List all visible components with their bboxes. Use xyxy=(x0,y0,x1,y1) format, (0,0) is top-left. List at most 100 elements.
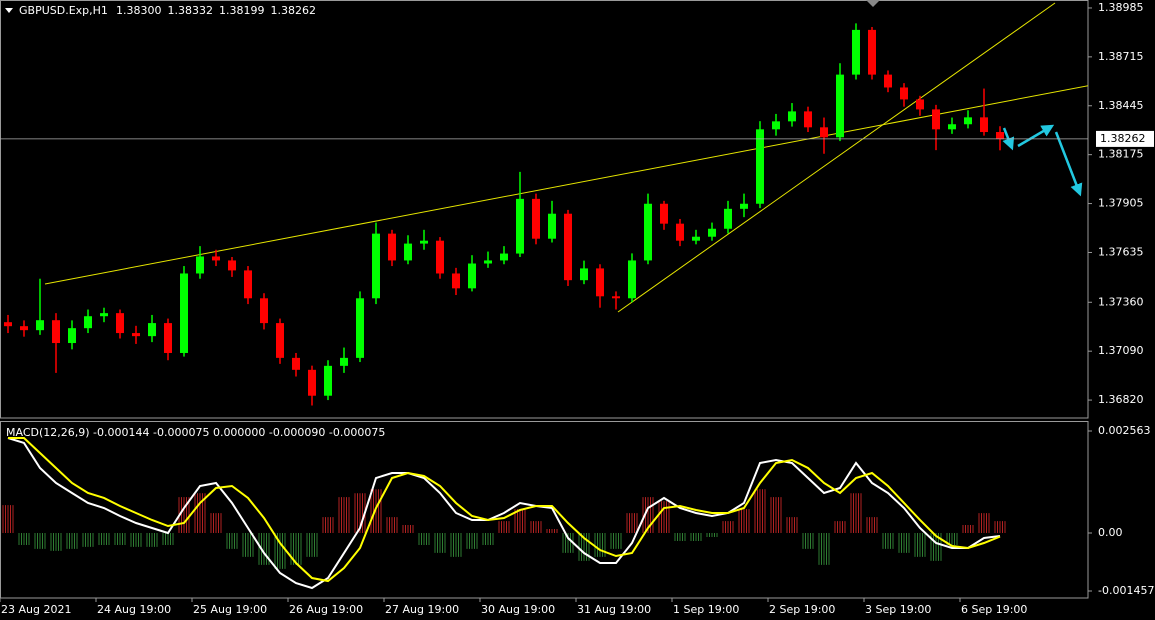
y-tick-label: 1.38715 xyxy=(1098,50,1144,63)
candle-body xyxy=(868,29,876,75)
candle-body xyxy=(884,74,892,88)
x-tick-label: 30 Aug 19:00 xyxy=(481,603,555,616)
candle-body xyxy=(244,270,252,299)
candle-body xyxy=(692,236,700,241)
ohlc-value: 1.38300 xyxy=(116,4,162,17)
candle-body xyxy=(836,74,844,138)
candle-body xyxy=(724,208,732,229)
macd-title: MACD(12,26,9) -0.000144 -0.000075 0.0000… xyxy=(6,426,385,439)
trendline xyxy=(617,2,1056,313)
signal-line xyxy=(8,437,1001,583)
candle-body xyxy=(420,240,428,244)
candle-body xyxy=(404,243,412,261)
candle-body xyxy=(852,29,860,75)
candle-body xyxy=(660,203,668,224)
candle-body xyxy=(436,240,444,274)
macd-pane-border xyxy=(0,421,1089,599)
candle-body xyxy=(148,323,156,337)
candle-body xyxy=(100,313,108,317)
candle-body xyxy=(84,316,92,329)
current-price-label: 1.38262 xyxy=(1100,132,1146,145)
x-tick-label: 27 Aug 19:00 xyxy=(385,603,459,616)
trendline xyxy=(44,85,1088,285)
y-tick-label: 1.38985 xyxy=(1098,1,1144,14)
x-tick-label: 6 Sep 19:00 xyxy=(961,603,1027,616)
arrows xyxy=(1002,124,1083,197)
y-tick-label: 1.37090 xyxy=(1098,344,1144,357)
x-tick-label: 3 Sep 19:00 xyxy=(865,603,931,616)
arrow xyxy=(1054,131,1083,197)
candle-body xyxy=(788,111,796,122)
candle-body xyxy=(356,298,364,358)
candle-body xyxy=(900,87,908,100)
candle-body xyxy=(964,117,972,125)
symbol: GBPUSD.Exp,H1 xyxy=(19,4,108,17)
candle-body xyxy=(932,109,940,130)
arrow xyxy=(1017,124,1055,148)
candle-body xyxy=(116,313,124,334)
main-pane-border xyxy=(0,0,1089,419)
candle-body xyxy=(756,129,764,204)
x-tick-label: 2 Sep 19:00 xyxy=(769,603,835,616)
candles xyxy=(4,23,1004,406)
candle-body xyxy=(532,198,540,239)
y-tick-label: -0.001457 xyxy=(1098,584,1154,597)
candle-body xyxy=(388,233,396,261)
candle-body xyxy=(372,233,380,299)
candle-body xyxy=(164,323,172,353)
candle-body xyxy=(916,99,924,110)
candle-body xyxy=(212,256,220,261)
trendlines xyxy=(44,2,1088,313)
candle-body xyxy=(820,127,828,138)
x-tick-label: 1 Sep 19:00 xyxy=(673,603,739,616)
candle-body xyxy=(500,253,508,261)
candle-body xyxy=(628,260,636,299)
candle-body xyxy=(308,369,316,396)
candle-body xyxy=(4,322,12,327)
candle-body xyxy=(276,323,284,358)
y-tick-label: 1.36820 xyxy=(1098,393,1144,406)
x-tick-label: 26 Aug 19:00 xyxy=(289,603,363,616)
candle-body xyxy=(804,111,812,128)
candle-body xyxy=(260,298,268,324)
candle-body xyxy=(36,320,44,331)
candle-body xyxy=(132,333,140,337)
candle-body xyxy=(452,273,460,289)
candle-body xyxy=(196,256,204,274)
y-tick-label: 0.00 xyxy=(1098,526,1123,539)
x-tick-label: 31 Aug 19:00 xyxy=(577,603,651,616)
candle-body xyxy=(580,268,588,281)
candle-body xyxy=(468,263,476,289)
candle-body xyxy=(996,132,1004,139)
y-tick-label: 1.37360 xyxy=(1098,295,1144,308)
candle-body xyxy=(772,121,780,130)
y-tick-label: 1.38175 xyxy=(1098,148,1144,161)
candle-body xyxy=(68,328,76,344)
candle-body xyxy=(676,223,684,241)
candle-body xyxy=(612,296,620,299)
candle-body xyxy=(980,117,988,133)
candle-body xyxy=(324,365,332,396)
ohlc-value: 1.38262 xyxy=(271,4,317,17)
candle-body xyxy=(180,273,188,353)
ohlc-value: 1.38199 xyxy=(219,4,265,17)
candle-body xyxy=(292,357,300,370)
candle-body xyxy=(340,357,348,366)
current-price-tag xyxy=(1096,130,1154,147)
candle-body xyxy=(596,268,604,297)
x-tick-label: 23 Aug 2021 xyxy=(1,603,71,616)
candle-body xyxy=(484,260,492,264)
candle-body xyxy=(948,124,956,130)
candle-body xyxy=(564,213,572,281)
candle-body xyxy=(548,213,556,239)
ohlc-value: 1.38332 xyxy=(168,4,214,17)
candle-body xyxy=(516,198,524,254)
candle-body xyxy=(740,203,748,209)
x-tick-label: 24 Aug 19:00 xyxy=(97,603,171,616)
candle-body xyxy=(228,260,236,271)
candle-body xyxy=(708,228,716,237)
y-tick-label: 1.38445 xyxy=(1098,99,1144,112)
